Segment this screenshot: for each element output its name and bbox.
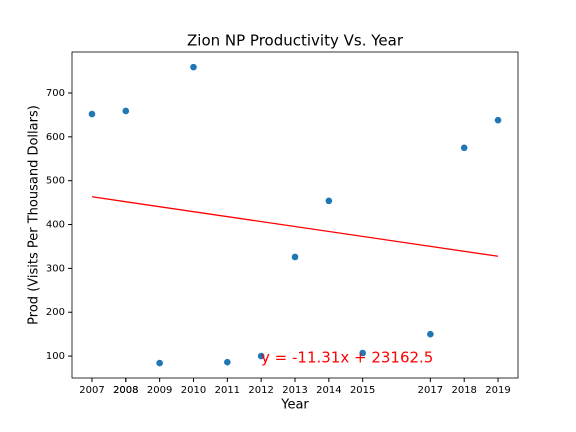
point — [190, 63, 197, 71]
x-tick-label: 2019 — [485, 385, 510, 396]
x-tick-label: 2013 — [282, 385, 307, 396]
x-tick-label: 2011 — [215, 385, 240, 396]
chart-title: Zion NP Productivity Vs. Year — [187, 32, 404, 50]
point — [494, 116, 502, 124]
x-tick-label: 2015 — [350, 385, 375, 396]
x-tick-label: 2007 — [79, 385, 104, 396]
y-tick-label: 300 — [46, 263, 65, 274]
x-tick-label: 2017 — [418, 385, 443, 396]
x-tick-label: 2018 — [451, 385, 476, 396]
x-tick-label: 2010 — [181, 385, 206, 396]
x-tick-label: 2014 — [316, 385, 341, 396]
point — [325, 197, 333, 205]
annotation: y = -11.31x + 23162.5 — [261, 349, 433, 367]
point — [156, 359, 163, 367]
y-tick-label: 100 — [46, 351, 65, 362]
point — [291, 253, 299, 261]
point — [88, 110, 96, 118]
point — [224, 358, 231, 366]
point — [122, 107, 130, 115]
point — [257, 352, 265, 360]
point — [427, 330, 434, 338]
point — [359, 349, 366, 357]
y-tick-label: 400 — [46, 220, 65, 231]
point — [460, 144, 468, 152]
x-tick-label: 2012 — [248, 385, 273, 396]
y-axis-label: Prod (Visits Per Thousand Dollars) — [27, 105, 42, 325]
y-tick-label: 600 — [46, 132, 65, 143]
x-tick-label: 2009 — [147, 385, 172, 396]
x-tick-label: 2008 — [113, 385, 138, 396]
plot-frame — [71, 51, 519, 379]
fit-line — [91, 196, 499, 257]
y-tick-label: 200 — [46, 307, 65, 318]
y-tick-label: 500 — [46, 176, 65, 187]
x-axis-label: Year — [280, 398, 309, 413]
y-tick-label: 700 — [46, 88, 65, 99]
x-tick-label: 2008 — [113, 385, 138, 396]
